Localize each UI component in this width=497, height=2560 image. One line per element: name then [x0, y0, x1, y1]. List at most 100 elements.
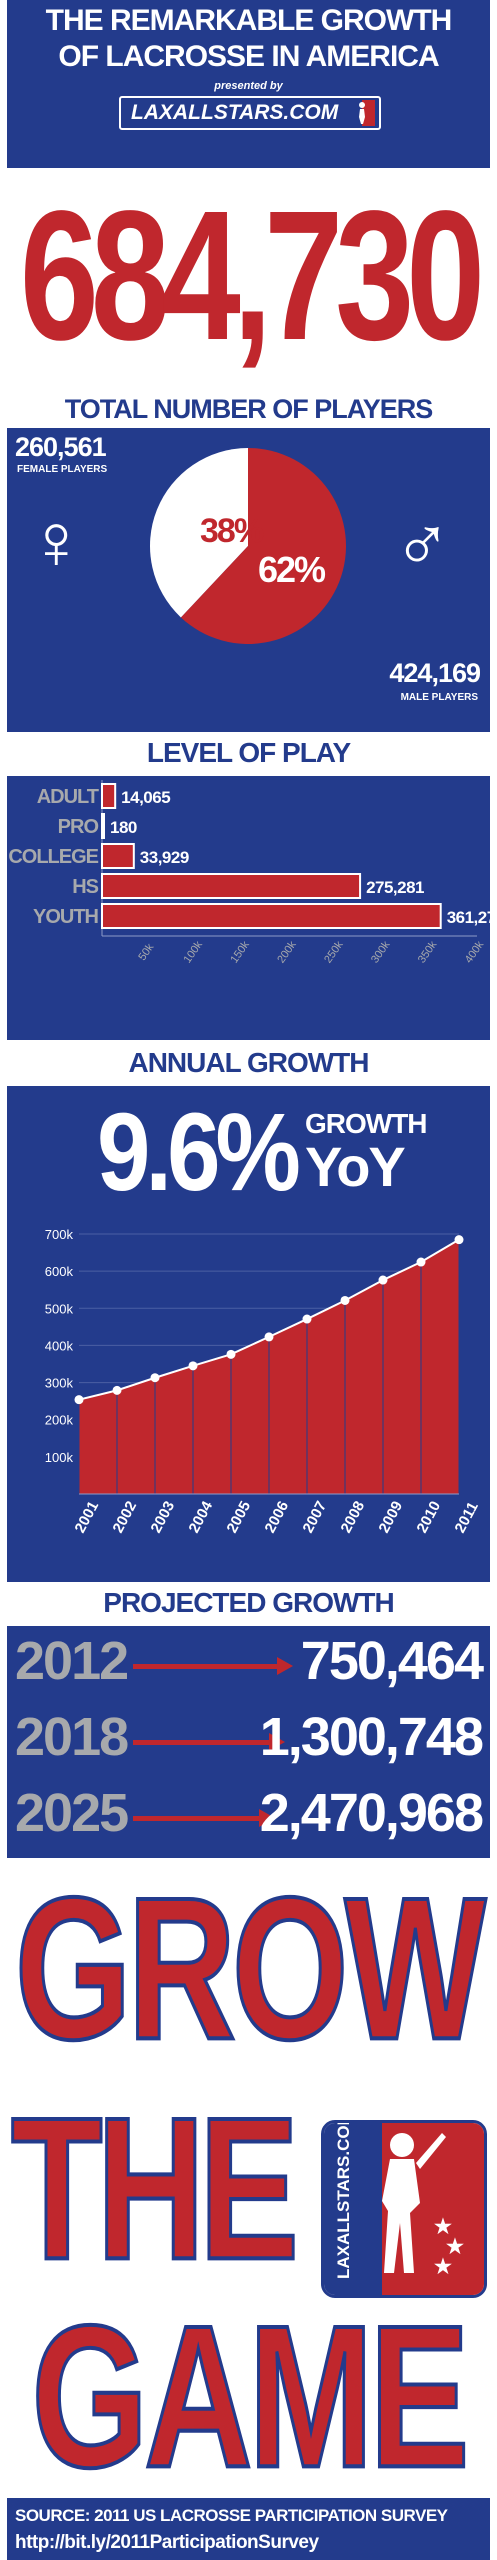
presented-by: presented by [214, 80, 283, 92]
annual-x-tick: 2007 [300, 1498, 331, 1535]
level-x-tick: 250k [322, 939, 346, 966]
slogan-the: THE [10, 2073, 301, 2304]
projected-value: 750,464 [300, 1631, 484, 1691]
slogan-logo-text: LAXALLSTARS.COM [334, 2120, 353, 2279]
male-label: MALE PLAYERS [400, 692, 478, 703]
annual-panel: 9.6% GROWTH YoY 100k 200k 300k 400k 500k 600k… [7, 1086, 490, 1582]
lacrosse-player-icon [349, 100, 375, 126]
level-category-label: HS [72, 876, 98, 898]
svg-text:★: ★ [434, 2216, 452, 2238]
level-bar [101, 903, 442, 929]
male-count: 424,169 [389, 658, 481, 688]
annual-growth-chart: 100k 200k 300k 400k 500k 600k 700k 2001 2002 2003… [45, 1227, 482, 1536]
projected-value: 1,300,748 [259, 1707, 484, 1767]
annual-point [74, 1395, 84, 1405]
female-symbol-icon: ♀ [27, 497, 86, 585]
female-label: FEMALE PLAYERS [17, 464, 108, 475]
annual-point [378, 1275, 388, 1285]
footer-section: SOURCE: 2011 US LACROSSE PARTICIPATION S… [7, 2498, 490, 2560]
level-bar [101, 813, 105, 839]
arrow-head-icon [269, 1733, 285, 1751]
slogan-section: GROW THE LAXALLSTARS.COM ★ ★ ★ GAME [7, 1858, 490, 2498]
header-section: THE REMARKABLE GROWTH OF LACROSSE IN AME… [7, 0, 490, 168]
level-value-label: 14,065 [121, 788, 170, 807]
annual-point [340, 1295, 350, 1305]
annual-x-tick: 2002 [110, 1498, 141, 1535]
level-title: LEVEL OF PLAY [146, 737, 351, 768]
level-x-tick: 350k [416, 939, 440, 966]
projected-year: 2018 [15, 1707, 129, 1767]
slogan-logo: LAXALLSTARS.COM ★ ★ ★ [321, 2120, 487, 2298]
source-link[interactable]: http://bit.ly/2011ParticipationSurvey [15, 2532, 319, 2553]
male-pct-label: 62% [258, 549, 326, 590]
arrow-icon [133, 1816, 263, 1821]
annual-x-tick: 2010 [414, 1498, 445, 1535]
projected-title: PROJECTED GROWTH [103, 1587, 394, 1618]
annual-point [226, 1349, 236, 1359]
projected-row: 2018 1,300,748 [7, 1702, 490, 1778]
female-pct-label: 38% [200, 512, 264, 550]
svg-text:★: ★ [446, 2236, 464, 2258]
annual-y-tick: 400k [45, 1338, 74, 1353]
level-x-tick: 300k [369, 939, 393, 966]
annual-y-tick: 300k [45, 1376, 74, 1391]
header-logo: LAXALLSTARS.COM [119, 96, 381, 130]
annual-x-tick: 2011 [452, 1499, 482, 1536]
total-number: 684,730 [19, 172, 485, 380]
projected-panel: 2012 750,464 2018 1,300,748 2025 2,470,9… [7, 1626, 490, 1858]
annual-title: ANNUAL GROWTH [128, 1047, 369, 1078]
level-x-tick: 50k [136, 941, 156, 963]
annual-point [150, 1373, 160, 1383]
annual-y-tick: 700k [45, 1227, 74, 1242]
annual-y-tick: 100k [45, 1450, 74, 1465]
slogan-grow: GROW [13, 1858, 487, 2084]
annual-section: ANNUAL GROWTH 9.6% GROWTH YoY 100k 200k 30… [7, 1042, 490, 1582]
annual-x-tick: 2004 [186, 1498, 217, 1536]
total-section: 684,730 [7, 168, 490, 390]
projected-row: 2025 2,470,968 [7, 1778, 490, 1854]
projected-year: 2025 [15, 1783, 129, 1843]
annual-point [264, 1332, 274, 1342]
growth-percent: 9.6% [97, 1091, 301, 1215]
level-value-label: 275,281 [366, 878, 424, 897]
annual-point [188, 1361, 198, 1371]
level-category-label: YOUTH [33, 906, 99, 928]
annual-point [454, 1235, 464, 1245]
level-section: LEVEL OF PLAY ADULT 14,065 PRO 180 COLLEGE 33… [7, 732, 490, 1042]
level-value-label: 361,275 [447, 908, 490, 927]
annual-point [416, 1257, 426, 1267]
annual-x-tick: 2006 [262, 1498, 293, 1535]
arrow-icon [133, 1664, 283, 1669]
annual-point [302, 1314, 312, 1324]
pie-slice-male [180, 448, 346, 644]
level-bar [101, 843, 135, 869]
annual-point [112, 1385, 122, 1395]
source-text: SOURCE: 2011 US LACROSSE PARTICIPATION S… [15, 2506, 448, 2525]
level-value-label: 33,929 [140, 848, 189, 867]
projected-value: 2,470,968 [259, 1783, 484, 1843]
growth-word: GROWTH [305, 1108, 428, 1139]
annual-y-tick: 600k [45, 1264, 74, 1279]
level-chart-panel: ADULT 14,065 PRO 180 COLLEGE 33,929 HS 275,281 Y… [7, 776, 490, 1040]
arrow-head-icon [259, 1809, 275, 1827]
annual-x-tick: 2003 [148, 1498, 179, 1535]
level-x-tick: 400k [463, 939, 487, 966]
projected-row: 2012 750,464 [7, 1626, 490, 1702]
male-symbol-icon: ♂ [393, 497, 452, 585]
level-category-label: COLLEGE [8, 846, 98, 868]
slogan-game: GAME [30, 2281, 471, 2498]
annual-x-tick: 2009 [376, 1498, 407, 1535]
level-x-tick: 200k [275, 939, 299, 966]
annual-x-tick: 2001 [72, 1498, 103, 1535]
projected-section: PROJECTED GROWTH 2012 750,464 2018 1,300… [7, 1582, 490, 1858]
level-value-label: 180 [110, 818, 137, 837]
header-logo-text: LAXALLSTARS.COM [131, 101, 339, 124]
annual-y-tick: 500k [45, 1301, 74, 1316]
svg-text:★: ★ [434, 2256, 452, 2278]
level-bar [101, 873, 362, 899]
pie-slice-female [150, 448, 248, 618]
level-bar-chart: ADULT 14,065 PRO 180 COLLEGE 33,929 HS 275,281 Y… [8, 780, 490, 966]
lacrosse-player-icon: ★ ★ ★ [382, 2133, 464, 2278]
gender-section: TOTAL NUMBER OF PLAYERS 260,561 FEMALE P… [7, 390, 490, 732]
